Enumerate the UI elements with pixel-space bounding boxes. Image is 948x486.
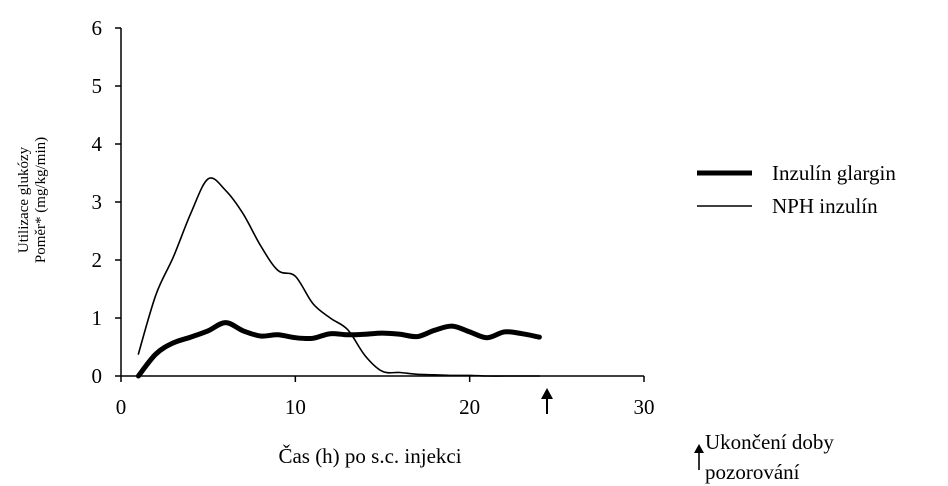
series-line-nph-inzul-n [137, 177, 541, 377]
legend-label-nph-inzulin: NPH inzulín [772, 194, 878, 218]
observation-note-line-1: Ukončení doby [705, 430, 834, 454]
series-layer [135, 177, 542, 379]
y-axis-label-line-1: Utilizace glukózy [16, 146, 32, 253]
x-tick-label: 0 [116, 395, 127, 419]
observation-note-line-2: pozorování [705, 460, 800, 484]
x-axis-label: Čas (h) po s.c. injekci [278, 444, 461, 468]
legend-label-inzulin-glargin: Inzulín glargin [772, 161, 896, 185]
ticks: 0 1 2 3 4 5 6 0 10 20 30 [92, 16, 655, 419]
observation-end-arrow [541, 388, 553, 414]
observation-note-arrow [694, 444, 704, 470]
x-tick-label: 30 [634, 395, 655, 419]
y-tick-label: 5 [92, 74, 103, 98]
y-tick-label: 6 [92, 16, 103, 40]
legend: Inzulín glargin NPH inzulín [697, 161, 896, 218]
axes [120, 28, 644, 377]
series-line-inzul-n-glargin [135, 320, 542, 379]
y-tick-label: 4 [92, 132, 103, 156]
y-tick-label: 2 [92, 248, 103, 272]
y-tick-label: 1 [92, 306, 103, 330]
y-axis-label-line-2: Poměr* (mg/kg/min) [33, 137, 49, 263]
y-tick-label: 3 [92, 190, 103, 214]
x-tick-label: 20 [459, 395, 480, 419]
observation-end-annotation: Ukončení doby pozorování [541, 388, 834, 484]
x-tick-label: 10 [285, 395, 306, 419]
y-tick-label: 0 [92, 364, 103, 388]
